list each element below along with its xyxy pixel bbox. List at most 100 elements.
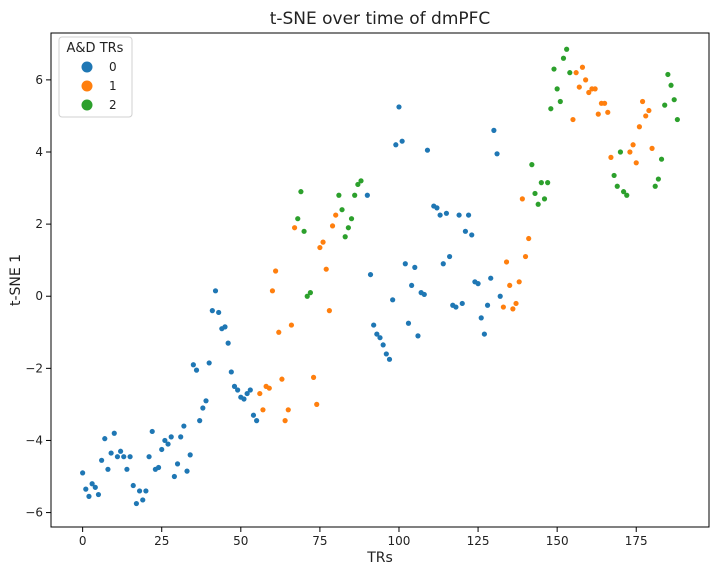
data-point-series-0: [190, 362, 196, 368]
data-point-series-1: [602, 100, 608, 106]
data-point-series-0: [92, 484, 98, 490]
data-point-series-0: [396, 104, 402, 110]
x-tick-label: 50: [233, 534, 248, 548]
data-point-series-0: [133, 500, 140, 507]
data-point-series-0: [121, 454, 127, 460]
data-point-series-2: [336, 192, 342, 198]
legend-items: 0 1 2: [81, 60, 117, 112]
data-point-series-1: [291, 225, 298, 231]
data-point-series-1: [507, 282, 513, 289]
data-point-series-2: [554, 86, 560, 92]
data-point-series-0: [475, 281, 481, 287]
x-tick-label: 25: [154, 534, 169, 548]
data-point-series-0: [244, 390, 250, 397]
x-tick-label: 75: [312, 534, 327, 548]
data-point-series-1: [323, 266, 329, 272]
data-point-series-0: [399, 138, 405, 144]
x-tick-label: 175: [625, 534, 648, 548]
data-point-series-0: [434, 205, 440, 211]
legend-marker-2: [81, 99, 93, 111]
data-point-series-0: [203, 398, 209, 404]
data-point-series-1: [630, 142, 636, 148]
data-point-series-1: [646, 107, 652, 114]
data-point-series-1: [579, 64, 586, 70]
data-point-series-0: [136, 488, 143, 494]
data-point-series-0: [143, 488, 149, 494]
data-point-series-1: [269, 288, 276, 294]
data-point-series-1: [260, 407, 266, 413]
y-axis: −6 −4 −2 0 2 4 6: [25, 73, 51, 520]
data-point-series-0: [168, 434, 174, 440]
data-point-series-1: [636, 124, 643, 130]
data-point-series-2: [342, 234, 348, 240]
data-point-series-2: [545, 180, 551, 186]
data-point-series-2: [560, 55, 567, 61]
data-point-series-2: [307, 290, 313, 296]
legend-label-2: 2: [109, 98, 117, 112]
data-point-series-2: [665, 71, 671, 78]
data-point-series-2: [671, 97, 677, 103]
data-point-series-2: [567, 70, 573, 76]
data-point-series-2: [541, 196, 548, 202]
data-point-series-1: [503, 259, 510, 265]
data-point-series-0: [424, 147, 431, 153]
y-tick-label: −2: [25, 361, 43, 375]
data-point-series-0: [200, 405, 206, 411]
data-point-series-0: [409, 282, 415, 289]
data-point-series-2: [557, 98, 563, 105]
data-point-series-0: [193, 367, 200, 373]
data-point-series-0: [124, 466, 130, 472]
data-point-series-0: [390, 297, 396, 303]
y-tick-label: −4: [25, 433, 43, 447]
data-point-series-0: [95, 491, 102, 498]
data-point-series-0: [171, 473, 177, 480]
data-point-series-0: [222, 324, 228, 330]
data-point-series-1: [576, 84, 582, 90]
axes-frame: [50, 32, 710, 528]
data-point-series-0: [380, 342, 386, 348]
data-point-series-0: [111, 430, 117, 436]
data-point-series-2: [652, 183, 658, 189]
data-point-series-0: [80, 470, 86, 476]
data-point-series-0: [491, 127, 497, 133]
data-point-series-1: [273, 268, 279, 274]
legend: A&D TRs 0 1 2: [58, 36, 133, 118]
x-axis: 0 25 50 75 100 125 150 175: [79, 527, 648, 548]
data-point-series-2: [674, 116, 680, 123]
data-point-series-0: [181, 423, 187, 429]
data-point-series-1: [276, 329, 282, 335]
data-point-series-1: [605, 109, 611, 115]
data-point-series-0: [159, 446, 165, 453]
data-point-series-0: [212, 288, 219, 294]
data-point-series-2: [668, 82, 674, 88]
data-point-series-0: [465, 212, 472, 218]
data-point-series-1: [583, 77, 589, 83]
data-point-series-0: [105, 466, 111, 472]
data-point-series-1: [627, 149, 633, 155]
data-point-series-0: [140, 497, 146, 503]
data-point-series-2: [551, 66, 557, 72]
y-tick-label: 4: [35, 145, 43, 159]
data-point-series-0: [127, 454, 133, 460]
data-point-series-2: [301, 228, 307, 234]
data-point-series-0: [89, 481, 95, 487]
data-point-series-0: [440, 261, 446, 267]
data-point-series-1: [326, 308, 332, 314]
data-point-series-2: [658, 156, 665, 162]
data-point-series-2: [620, 189, 627, 195]
data-point-series-0: [99, 457, 105, 463]
data-point-series-0: [114, 454, 121, 460]
data-point-series-0: [447, 253, 453, 260]
data-point-series-0: [216, 309, 222, 316]
data-point-series-0: [209, 308, 215, 314]
data-point-series-2: [304, 293, 310, 299]
y-tick-label: 2: [35, 217, 43, 231]
legend-title: A&D TRs: [67, 41, 124, 56]
data-point-series-1: [510, 306, 516, 312]
data-point-series-0: [197, 418, 203, 424]
data-point-series-2: [548, 106, 554, 112]
data-point-series-1: [282, 418, 288, 424]
data-point-series-0: [146, 454, 152, 460]
data-point-series-0: [364, 192, 370, 198]
